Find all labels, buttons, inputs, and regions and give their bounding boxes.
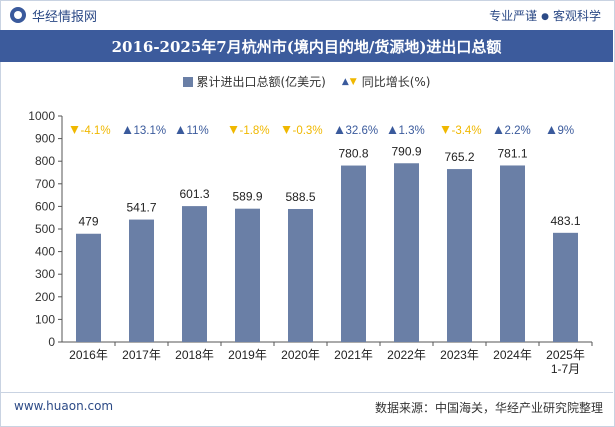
growth-up-icon bbox=[494, 126, 503, 134]
x-tick-label: 2022年 bbox=[387, 348, 426, 362]
growth-up-icon bbox=[388, 126, 397, 134]
bar bbox=[182, 206, 207, 342]
slogan-left: 专业严谨 bbox=[489, 8, 538, 23]
bar bbox=[129, 219, 154, 342]
y-tick-label: 200 bbox=[35, 290, 55, 304]
x-tick-label: 1-7月 bbox=[551, 362, 580, 376]
growth-label: -3.4% bbox=[452, 125, 482, 137]
legend-item-total: 累计进出口总额(亿美元) bbox=[182, 73, 326, 90]
slogan-right: 客观科学 bbox=[552, 8, 601, 23]
growth-down-icon bbox=[229, 126, 238, 134]
bar bbox=[553, 232, 578, 342]
x-tick-label: 2016年 bbox=[69, 348, 108, 362]
bar bbox=[235, 208, 260, 342]
chart-plot: 0 100 200 300 400 500 600 700 800 900 1000 479 2016年… bbox=[28, 109, 593, 376]
growth-label: 32.6% bbox=[346, 125, 379, 137]
bar bbox=[76, 233, 101, 342]
bar bbox=[288, 208, 313, 342]
x-tick-label: 2017年 bbox=[122, 348, 161, 362]
bar bbox=[341, 165, 366, 342]
x-tick-label: 2018年 bbox=[175, 348, 214, 362]
growth-up-icon bbox=[123, 126, 132, 134]
legend-up-down-icon: ▲▼ bbox=[341, 76, 358, 87]
footer-divider bbox=[0, 392, 613, 393]
x-tick-label: 2023年 bbox=[440, 348, 479, 362]
growth-label: -0.3% bbox=[293, 125, 323, 137]
growth-up-icon bbox=[547, 126, 556, 134]
x-tick-label: 2021年 bbox=[334, 348, 373, 362]
growth-down-icon bbox=[282, 126, 291, 134]
slogan: 专业严谨 ● 客观科学 bbox=[489, 7, 601, 24]
y-tick-label: 0 bbox=[48, 335, 55, 349]
growth-label: -1.8% bbox=[240, 125, 270, 137]
brand: 华经情报网 bbox=[10, 6, 97, 25]
bar bbox=[500, 165, 525, 342]
x-tick-label: 2025年 bbox=[546, 348, 585, 362]
x-tick-label: 2019年 bbox=[228, 348, 267, 362]
legend: 累计进出口总额(亿美元) ▲▼ 同比增长(%) bbox=[0, 73, 613, 90]
legend-label-total: 累计进出口总额(亿美元) bbox=[196, 75, 326, 89]
y-tick-label: 400 bbox=[35, 245, 55, 259]
growth-label: 11% bbox=[187, 125, 209, 137]
legend-swatch-bar bbox=[182, 76, 193, 87]
bar-value-label: 588.5 bbox=[285, 190, 315, 204]
growth-label: 9% bbox=[558, 125, 575, 137]
y-tick-label: 500 bbox=[35, 222, 55, 236]
x-tick-label: 2024年 bbox=[493, 348, 532, 362]
footer-source: 数据来源：中国海关，华经产业研究院整理 bbox=[374, 401, 603, 415]
growth-down-icon bbox=[70, 126, 79, 134]
growth-label: 2.2% bbox=[505, 125, 531, 137]
growth-label: -4.1% bbox=[81, 125, 111, 137]
y-tick-label: 600 bbox=[35, 199, 55, 213]
y-tick-label: 900 bbox=[35, 132, 55, 146]
y-tick-label: 800 bbox=[35, 154, 55, 168]
legend-label-growth: 同比增长(%) bbox=[361, 75, 431, 89]
bar bbox=[447, 169, 472, 342]
y-tick-label: 700 bbox=[35, 177, 55, 191]
bar-value-label: 479 bbox=[78, 215, 98, 229]
bar-value-label: 765.2 bbox=[444, 150, 474, 164]
growth-down-icon bbox=[441, 126, 450, 134]
x-tick-label: 2020年 bbox=[281, 348, 320, 362]
bar-value-label: 790.9 bbox=[391, 144, 421, 158]
brand-name: 华经情报网 bbox=[32, 9, 98, 25]
bar-value-label: 541.7 bbox=[126, 201, 156, 215]
slogan-separator: ● bbox=[541, 11, 549, 22]
bar-value-label: 589.9 bbox=[232, 190, 262, 204]
growth-up-icon bbox=[335, 126, 344, 134]
y-tick-label: 100 bbox=[35, 312, 55, 326]
footer-website: www.huaon.com bbox=[14, 399, 114, 413]
y-tick-label: 300 bbox=[35, 267, 55, 281]
bar-value-label: 780.8 bbox=[338, 147, 368, 161]
bar bbox=[394, 163, 419, 342]
top-bar: 华经情报网 专业严谨 ● 客观科学 bbox=[0, 0, 613, 30]
chart-title: 2016-2025年7月杭州市(境内目的地/货源地)进出口总额 bbox=[0, 30, 613, 62]
brand-logo-icon bbox=[10, 7, 26, 23]
bar-value-label: 781.1 bbox=[497, 146, 527, 160]
legend-item-growth: ▲▼ 同比增长(%) bbox=[342, 73, 431, 90]
y-tick-label: 1000 bbox=[28, 109, 55, 123]
growth-label: 13.1% bbox=[134, 125, 167, 137]
bar-value-label: 601.3 bbox=[179, 187, 209, 201]
growth-label: 1.3% bbox=[399, 125, 425, 137]
growth-up-icon bbox=[176, 126, 185, 134]
bar-value-label: 483.1 bbox=[550, 214, 580, 228]
